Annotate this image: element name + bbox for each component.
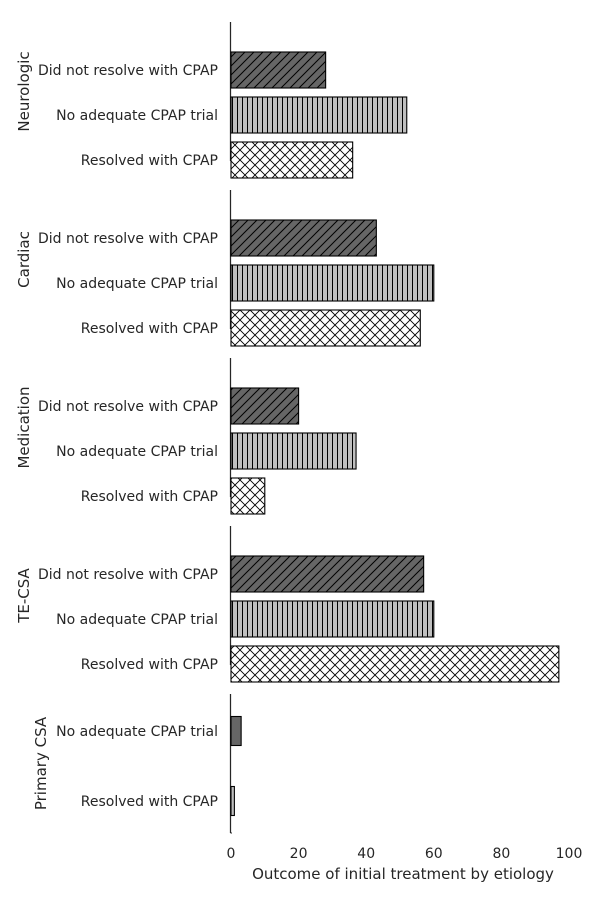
tick-label-did-not-resolve-with-cpap: Did not resolve with CPAP [38, 63, 218, 79]
tick-label-resolved-with-cpap: Resolved with CPAP [81, 489, 218, 505]
x-tick-label-40: 40 [357, 846, 375, 862]
tick-label-resolved-with-cpap: Resolved with CPAP [81, 794, 218, 810]
group-label-te-csa: TE-CSA [15, 567, 33, 623]
panel-te-csa: TE-CSA Did not resolve with CPAP No adequa… [15, 526, 560, 683]
group-label-cardiac: Cardiac [15, 231, 33, 288]
tick-label-no-adequate-cpap-trial: No adequate CPAP trial [56, 276, 218, 292]
bar-cardiac-did-not-resolve-with-cpap [230, 219, 377, 257]
bar-primary-csa-resolved-with-cpap [230, 785, 235, 817]
bar-medication-did-not-resolve-with-cpap [230, 387, 300, 425]
tick-label-no-adequate-cpap-trial: No adequate CPAP trial [56, 108, 218, 124]
tick-label-no-adequate-cpap-trial: No adequate CPAP trial [56, 612, 218, 628]
bar-te-csa-did-not-resolve-with-cpap [230, 555, 425, 593]
panel-primary-csa: Primary CSA No adequate CPAP trial Resolve… [32, 694, 242, 833]
tick-label-resolved-with-cpap: Resolved with CPAP [81, 321, 218, 337]
bar-neurologic-resolved-with-cpap [230, 141, 354, 179]
bar-te-csa-resolved-with-cpap [230, 645, 560, 683]
tick-label-no-adequate-cpap-trial: No adequate CPAP trial [56, 724, 218, 740]
x-tick-label-0: 0 [227, 846, 236, 862]
panels-layer: Neurologic Did not resolve with CPAP No ad… [15, 22, 560, 833]
group-label-primary-csa: Primary CSA [32, 716, 50, 810]
tick-label-did-not-resolve-with-cpap: Did not resolve with CPAP [38, 567, 218, 583]
bar-medication-no-adequate-cpap-trial [230, 432, 357, 470]
bar-cardiac-no-adequate-cpap-trial [230, 264, 435, 302]
tick-label-no-adequate-cpap-trial: No adequate CPAP trial [56, 444, 218, 460]
panel-neurologic: Neurologic Did not resolve with CPAP No ad… [15, 22, 408, 179]
bar-te-csa-no-adequate-cpap-trial [230, 600, 435, 638]
bar-primary-csa-no-adequate-cpap-trial [230, 715, 242, 747]
bar-medication-resolved-with-cpap [230, 477, 266, 515]
x-tick-label-20: 20 [290, 846, 308, 862]
panel-medication: Medication Did not resolve with CPAP No ad… [15, 358, 357, 515]
bar-neurologic-no-adequate-cpap-trial [230, 96, 408, 134]
tick-label-did-not-resolve-with-cpap: Did not resolve with CPAP [38, 231, 218, 247]
x-tick-label-100: 100 [556, 846, 583, 862]
group-label-neurologic: Neurologic [15, 51, 33, 131]
x-tick-label-60: 60 [425, 846, 443, 862]
x-axis-label: Outcome of initial treatment by etiology [252, 865, 554, 883]
panel-cardiac: Cardiac Did not resolve with CPAP No adequ… [15, 190, 435, 347]
group-label-medication: Medication [15, 386, 33, 468]
tick-label-did-not-resolve-with-cpap: Did not resolve with CPAP [38, 399, 218, 415]
x-tick-label-80: 80 [492, 846, 510, 862]
bar-cardiac-resolved-with-cpap [230, 309, 421, 347]
tick-label-resolved-with-cpap: Resolved with CPAP [81, 657, 218, 673]
bar-neurologic-did-not-resolve-with-cpap [230, 51, 327, 89]
tick-label-resolved-with-cpap: Resolved with CPAP [81, 153, 218, 169]
